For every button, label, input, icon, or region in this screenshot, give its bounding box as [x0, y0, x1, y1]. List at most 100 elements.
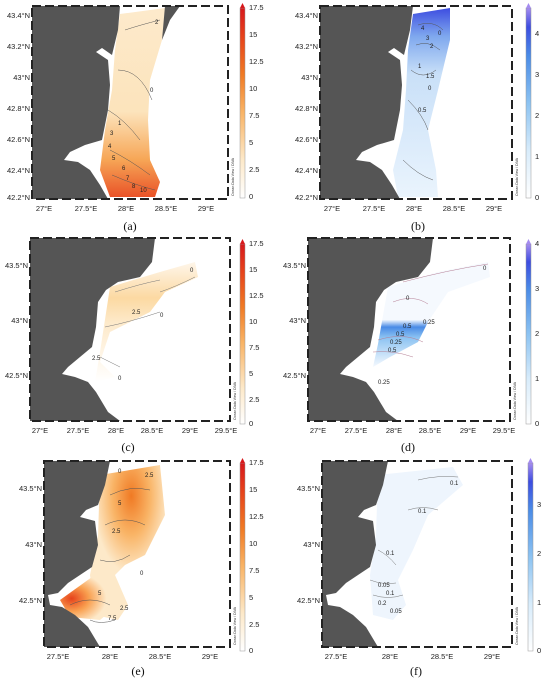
- map-panel-a: 2 0 1 3 4 5 6 7 8 10 43.4°N 43.2°N 43°N …: [0, 0, 270, 220]
- lat-label: 42.4°N: [7, 166, 30, 175]
- credit-label: Ocean Data View / DIVA: [515, 157, 519, 196]
- credit-label: Ocean Data View / DIVA: [513, 381, 517, 420]
- colorbar-max-arrow: [240, 3, 245, 8]
- colorbar: [525, 7, 532, 199]
- lat-label: 43.5°N: [283, 261, 306, 270]
- colorbar-tick: 0: [537, 646, 541, 655]
- lon-axis-labels: 27.5°E 28°E 28.5°E 29°E: [47, 652, 218, 661]
- lat-label: 43.4°N: [295, 11, 318, 20]
- lat-label: 43°N: [13, 73, 30, 82]
- contour-label: 0.25: [390, 340, 402, 346]
- contour-label: 0.05: [390, 609, 402, 615]
- lat-axis-labels: 43.5°N 43°N 42.5°N: [19, 484, 42, 605]
- contour-label: 7.5: [108, 616, 117, 622]
- lat-axis-labels: 43.5°N 43°N 42.5°N: [283, 261, 306, 380]
- contour-label: 0.05: [378, 583, 390, 589]
- lon-label: 29°E: [486, 204, 502, 213]
- contour-label: 0.5: [388, 348, 397, 354]
- lat-axis-labels: 43.4°N 43.2°N 43°N 42.8°N 42.6°N 42.4°N …: [295, 11, 318, 202]
- colorbar-tick: 1: [537, 598, 541, 607]
- lon-label: 28°E: [406, 204, 422, 213]
- sea-field: [370, 467, 463, 620]
- lat-label: 42.5°N: [5, 371, 28, 380]
- colorbar-ticks: 17.5 15 12.5 10 7.5 5 2.5 0: [249, 458, 264, 655]
- colorbar-tick: 4: [535, 239, 539, 248]
- lat-label: 42.6°N: [295, 135, 318, 144]
- contour-lines: [372, 263, 489, 358]
- colorbar-max-arrow: [528, 458, 533, 463]
- colorbar-tick: 2.5: [249, 165, 259, 174]
- contour-label-group: 0.1 0.1 0.1 0.05 0.1 0.2 0.05: [378, 481, 459, 615]
- colorbar-tick: 7.5: [249, 343, 259, 352]
- colorbar-tick: 7.5: [249, 111, 259, 120]
- contour-label: 0: [118, 469, 122, 475]
- lat-label: 43.5°N: [19, 484, 42, 493]
- colorbar-tick: 10: [249, 539, 257, 548]
- colorbar-tick: 3: [535, 70, 539, 79]
- contour-label: 0: [140, 571, 144, 577]
- colorbar-tick: 0: [535, 193, 539, 202]
- sea-field: [100, 8, 165, 197]
- colorbar-max-arrow: [240, 239, 245, 244]
- caption-a: (a): [123, 219, 137, 233]
- lat-label: 43°N: [25, 540, 42, 549]
- lon-label: 27.5°E: [325, 652, 348, 661]
- colorbar-tick: 0: [535, 419, 539, 428]
- credit-label: Ocean Data View / DIVA: [515, 606, 519, 645]
- contour-label: 0.1: [386, 551, 395, 557]
- caption-b: (b): [411, 219, 425, 233]
- lon-label: 28.5°E: [141, 426, 164, 435]
- contour-label-group: 4 3 2 1 1.5 0.5 0 0: [418, 26, 442, 114]
- lat-label: 43.2°N: [7, 42, 30, 51]
- colorbar-tick: 17.5: [249, 239, 264, 248]
- lat-label: 43°N: [11, 316, 28, 325]
- colorbar: [239, 462, 246, 652]
- lat-axis-labels: 43.5°N 43°N 42.5°N: [297, 484, 320, 605]
- map-panel-d: 0 0 0.25 0.5 0.5 0.25 0.5 0.25 43.5°N 43…: [278, 232, 550, 442]
- land-mass: [308, 238, 433, 421]
- lon-label: 29°E: [460, 426, 476, 435]
- lat-label: 42.6°N: [7, 135, 30, 144]
- lon-label: 28.5°E: [149, 652, 172, 661]
- map-panel-b: 4 3 2 1 1.5 0.5 0 0 43.4°N 43.2°N 43°N 4…: [278, 0, 550, 220]
- credit-label: Ocean Data View / DIVA: [233, 606, 237, 645]
- lon-axis-labels: 27°E 27.5°E 28°E 28.5°E 29°E: [36, 204, 214, 213]
- lon-label: 27°E: [32, 426, 48, 435]
- contour-label: 10: [140, 188, 147, 194]
- colorbar-tick: 0: [249, 646, 253, 655]
- caption-c: (c): [121, 440, 135, 454]
- contour-label: 0.1: [418, 509, 427, 515]
- contour-label: 0: [438, 31, 442, 37]
- contour-label: 2.5: [112, 529, 121, 535]
- lon-label: 27°E: [324, 204, 340, 213]
- land-mass: [30, 238, 155, 421]
- lat-label: 43.5°N: [5, 261, 28, 270]
- lat-label: 43°N: [301, 73, 318, 82]
- contour-label-group: 2 0 1 3 4 5 6 7 8 10: [108, 20, 159, 194]
- contour-label: 0: [118, 376, 122, 382]
- contour-label-group: 0 2.5 5 5 2.5 0 2.5 7.5: [98, 469, 154, 622]
- colorbar-tick: 15: [249, 30, 257, 39]
- contour-label: 3: [110, 131, 114, 137]
- colorbar-tick: 10: [249, 84, 257, 93]
- lat-label: 43.4°N: [7, 11, 30, 20]
- lat-label: 42.2°N: [295, 193, 318, 202]
- lon-label: 28.5°E: [419, 426, 442, 435]
- map-panel-c: 2.5 0 0 2.5 0 43.5°N 43°N 42.5°N 27°E 27…: [0, 232, 270, 442]
- land-mass: [32, 6, 120, 199]
- contour-label: 0.25: [423, 320, 435, 326]
- contour-lines: [402, 23, 444, 181]
- colorbar-tick: 17.5: [249, 3, 264, 12]
- map-panel-e: 0 2.5 5 5 2.5 0 2.5 7.5 43.5°N 43°N 42.5…: [0, 455, 270, 665]
- sea-field: [373, 262, 490, 367]
- colorbar-tick: 7.5: [249, 566, 259, 575]
- colorbar-tick: 15: [249, 265, 257, 274]
- colorbar-ticks: 4 3 2 1 0: [535, 239, 539, 428]
- lat-label: 42.5°N: [283, 371, 306, 380]
- lat-axis-labels: 43.5°N 43°N 42.5°N: [5, 261, 28, 380]
- contour-label: 5: [118, 501, 122, 507]
- colorbar-tick: 12.5: [249, 291, 264, 300]
- contour-label: 2: [430, 44, 434, 50]
- contour-label: 1: [118, 121, 122, 127]
- colorbar-tick: 10: [249, 317, 257, 326]
